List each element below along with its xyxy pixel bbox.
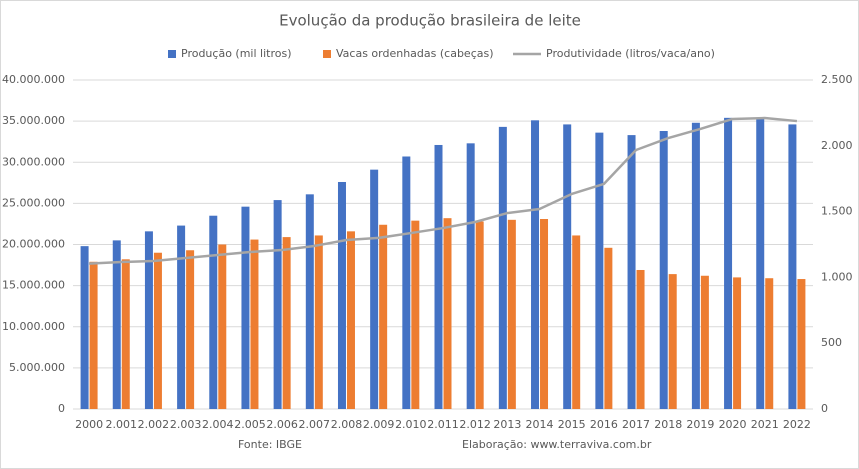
bar xyxy=(595,132,604,409)
x-tick-label: 2.003 xyxy=(170,418,202,431)
bar xyxy=(402,156,411,409)
x-tick-label: 2.004 xyxy=(202,418,234,431)
bar xyxy=(572,235,581,409)
bar xyxy=(177,225,186,409)
y2-tick-label: 1.500 xyxy=(821,205,853,218)
y2-tick-label: 1.000 xyxy=(821,270,853,283)
bar xyxy=(250,239,259,409)
bar xyxy=(379,224,388,409)
x-tick-label: 2019 xyxy=(686,418,714,431)
bar xyxy=(531,120,540,410)
y-tick-label: 0 xyxy=(58,402,65,415)
bar xyxy=(443,218,452,409)
x-tick-label: 2015 xyxy=(558,418,586,431)
legend-label: Produção (mil litros) xyxy=(181,47,292,60)
legend-swatch xyxy=(168,50,176,58)
bar xyxy=(314,235,323,409)
bar xyxy=(797,279,806,409)
bar xyxy=(636,269,645,409)
bar xyxy=(627,135,636,410)
bar xyxy=(241,206,250,409)
y-tick-label: 15.000.000 xyxy=(2,279,65,292)
bar xyxy=(144,231,153,409)
bar xyxy=(507,219,516,409)
bar xyxy=(346,231,355,409)
credit-note: Elaboração: www.terraviva.com.br xyxy=(462,438,652,451)
x-tick-label: 2.008 xyxy=(331,418,363,431)
source-note: Fonte: IBGE xyxy=(238,438,302,451)
bar xyxy=(659,130,668,409)
bar xyxy=(724,117,733,410)
y2-tick-label: 0 xyxy=(821,402,828,415)
y-tick-label: 30.000.000 xyxy=(2,155,65,168)
x-tick-label: 2.001 xyxy=(106,418,138,431)
x-tick-label: 2016 xyxy=(590,418,618,431)
bar xyxy=(498,126,507,409)
x-tick-label: 2017 xyxy=(622,418,650,431)
x-tick-label: 2022 xyxy=(783,418,811,431)
y-tick-label: 25.000.000 xyxy=(2,196,65,209)
bar xyxy=(475,221,484,409)
y-tick-label: 5.000.000 xyxy=(9,361,65,374)
bar xyxy=(733,277,742,409)
x-tick-label: 2.012 xyxy=(459,418,491,431)
y2-tick-label: 500 xyxy=(821,336,842,349)
bar xyxy=(80,246,89,409)
x-tick-label: 2.002 xyxy=(138,418,170,431)
bar xyxy=(305,194,314,409)
bar xyxy=(121,259,130,409)
bar xyxy=(756,118,765,409)
x-tick-label: 2.010 xyxy=(395,418,427,431)
line-series xyxy=(89,116,798,265)
x-tick-label: 2020 xyxy=(719,418,747,431)
bar xyxy=(218,244,227,409)
bar xyxy=(563,124,572,409)
legend-swatch xyxy=(323,50,331,58)
bar xyxy=(89,261,98,409)
x-tick-label: 2.011 xyxy=(427,418,459,431)
x-tick-label: 2021 xyxy=(751,418,779,431)
x-tick-label: 2.007 xyxy=(299,418,331,431)
legend-label: Vacas ordenhadas (cabeças) xyxy=(336,47,494,60)
bar xyxy=(112,240,121,409)
x-tick-label: 2000 xyxy=(75,418,103,431)
x-tick-label: 2.005 xyxy=(234,418,266,431)
x-tick-label: 2014 xyxy=(526,418,554,431)
x-tick-label: 2018 xyxy=(654,418,682,431)
bar xyxy=(153,252,162,409)
chart-title: Evolução da produção brasileira de leite xyxy=(279,12,581,30)
x-tick-label: 2.006 xyxy=(266,418,298,431)
y-tick-label: 35.000.000 xyxy=(2,114,65,127)
bar xyxy=(604,247,613,409)
y2-tick-label: 2.000 xyxy=(821,139,853,152)
y-tick-label: 10.000.000 xyxy=(2,320,65,333)
bar xyxy=(434,144,443,410)
y-tick-label: 20.000.000 xyxy=(2,238,65,251)
bar xyxy=(700,275,709,409)
bar xyxy=(337,181,346,409)
bar xyxy=(186,250,195,409)
x-tick-label: 2013 xyxy=(493,418,521,431)
x-tick-label: 2.009 xyxy=(363,418,395,431)
bar xyxy=(209,215,218,409)
bar xyxy=(370,169,379,409)
bar xyxy=(273,200,282,409)
bar xyxy=(765,278,774,409)
legend-label: Produtividade (litros/vaca/ano) xyxy=(546,47,715,60)
bar xyxy=(411,220,420,409)
bar xyxy=(282,237,291,409)
bar xyxy=(691,122,700,410)
y2-tick-label: 2.500 xyxy=(821,73,853,86)
y-tick-label: 40.000.000 xyxy=(2,73,65,86)
bar xyxy=(788,124,797,409)
bar xyxy=(668,274,677,409)
bar xyxy=(540,219,549,409)
bar xyxy=(466,143,475,409)
